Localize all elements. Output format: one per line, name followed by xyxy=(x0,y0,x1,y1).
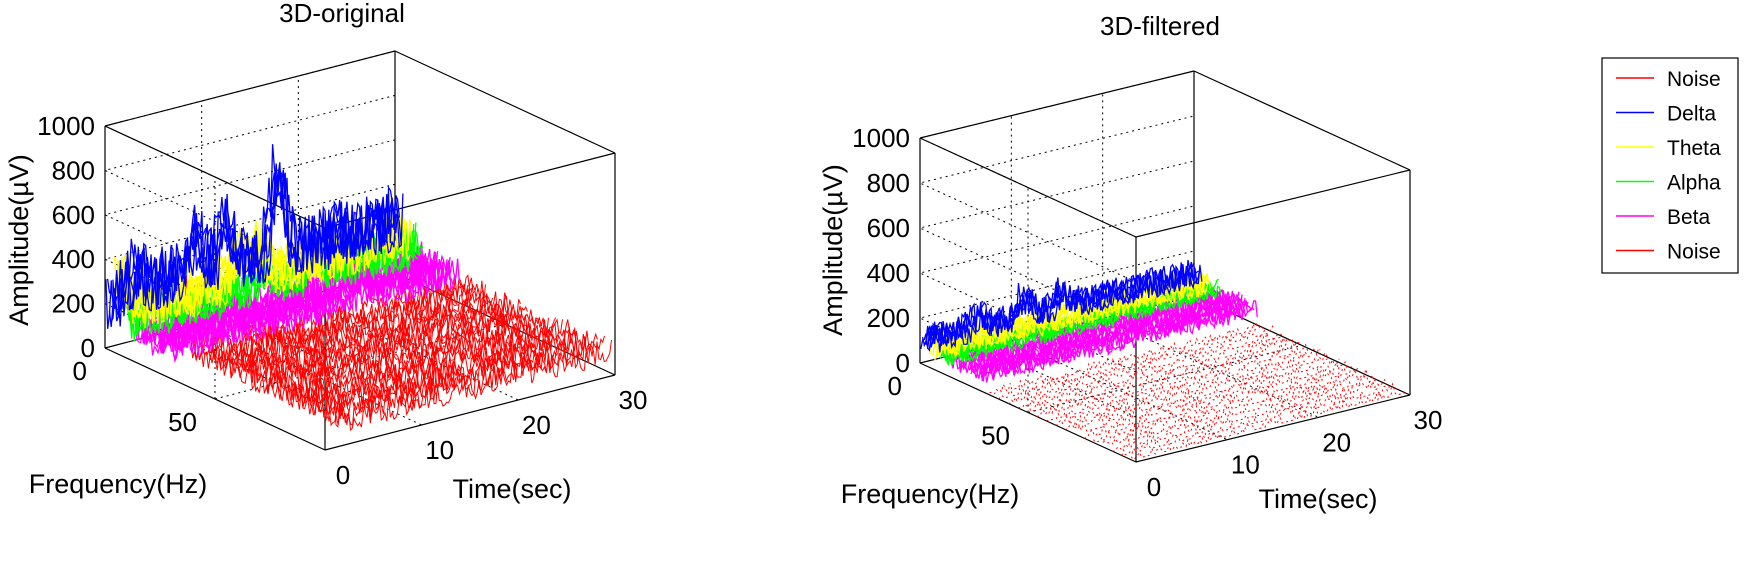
y-tick-label: 0 xyxy=(73,356,87,386)
x-axis-label: Time(sec) xyxy=(1259,484,1378,514)
legend-label: Noise xyxy=(1667,241,1721,264)
x-tick-label: 0 xyxy=(336,460,350,490)
z-tick-label: 600 xyxy=(52,200,95,230)
z-tick-label: 400 xyxy=(52,244,95,274)
z-gridline xyxy=(918,70,1195,238)
series-line-noise xyxy=(989,322,1264,395)
series-line-noise xyxy=(265,314,556,406)
box-edge xyxy=(324,374,616,451)
box-edge xyxy=(1135,394,1411,463)
x-tick-label: 0 xyxy=(1147,472,1161,502)
x-tick-label: 20 xyxy=(522,410,551,440)
series-line-noise xyxy=(1093,367,1368,443)
series-line-noise xyxy=(258,316,549,402)
z-tick-label: 0 xyxy=(81,333,95,363)
grid xyxy=(918,70,1319,441)
plot-filtered: 0 200 400 600 800 1000 0 50 0 10 20 30 3D-filtered Am… xyxy=(818,11,1442,514)
series-group xyxy=(105,144,612,432)
legend-label: Alpha xyxy=(1667,172,1721,195)
series-line-noise xyxy=(1112,378,1387,452)
series-line-delta xyxy=(927,262,1203,353)
chart-title: 3D-filtered xyxy=(1100,11,1220,41)
tick-labels: 0 200 400 600 800 1000 0 50 0 10 20 30 xyxy=(852,123,1442,502)
axes-box xyxy=(919,70,1411,463)
series-line-noise xyxy=(1017,336,1293,409)
y-axis-label: Frequency(Hz) xyxy=(841,479,1020,509)
series-line-delta xyxy=(920,261,1196,352)
z-tick-label: 200 xyxy=(52,289,95,319)
series-line-beta xyxy=(982,300,1258,383)
t-floor-gridline xyxy=(1102,317,1319,418)
z-axis-label: Amplitude(µV) xyxy=(4,154,34,326)
series-line-noise xyxy=(1064,358,1340,430)
z-tick-label: 200 xyxy=(867,303,910,333)
series-line-noise xyxy=(195,280,486,371)
box-edge xyxy=(919,362,1137,463)
box-edge xyxy=(919,70,1195,139)
y-tick-label: 0 xyxy=(888,371,902,401)
series-delta xyxy=(920,259,1203,353)
series-line-noise xyxy=(1102,372,1378,446)
t-floor-gridline xyxy=(1011,340,1228,441)
series-line-noise xyxy=(1055,351,1330,426)
chart-title: 3D-original xyxy=(279,0,405,28)
y-axis-label: Frequency(Hz) xyxy=(29,469,208,499)
series-line-noise xyxy=(1130,392,1406,460)
series-line-noise xyxy=(307,332,598,427)
series-line-noise xyxy=(223,295,514,384)
x-tick-label: 20 xyxy=(1322,427,1351,457)
legend-label: Noise xyxy=(1667,68,1721,91)
x-tick-label: 30 xyxy=(1414,405,1443,435)
z-tick-label: 1000 xyxy=(852,123,910,153)
box-edge xyxy=(104,50,396,127)
box-edge xyxy=(394,50,616,154)
z-axis-label: Amplitude(µV) xyxy=(818,164,848,336)
tick-labels: 0 200 400 600 800 1000 0 50 0 10 20 30 xyxy=(37,111,647,490)
legend-label: Beta xyxy=(1667,206,1711,229)
z-tick-label: 1000 xyxy=(37,111,95,141)
series-line-noise xyxy=(1008,331,1283,404)
series-noise xyxy=(174,271,612,432)
z-tick-label: 400 xyxy=(867,258,910,288)
series-line-delta xyxy=(105,144,397,329)
y-tick-label: 50 xyxy=(981,421,1010,451)
legend-label: Delta xyxy=(1667,103,1716,126)
x-tick-label: 30 xyxy=(619,385,648,415)
f-floor-gridline xyxy=(1027,345,1303,413)
box-edge xyxy=(1135,169,1411,238)
z-gridline xyxy=(918,250,1195,418)
legend-box xyxy=(1601,57,1739,274)
plot-original: 0 200 400 600 800 1000 0 50 0 10 20 30 3D-original Am… xyxy=(4,0,647,504)
series-line-noise xyxy=(1121,382,1397,456)
box-edge xyxy=(1193,70,1411,171)
series-line-noise xyxy=(1036,343,1311,417)
series-delta xyxy=(105,144,404,329)
series-line-noise xyxy=(1027,338,1302,413)
z-tick-label: 800 xyxy=(867,168,910,198)
x-tick-label: 10 xyxy=(425,435,454,465)
box-edge xyxy=(104,347,326,451)
x-tick-label: 10 xyxy=(1231,450,1260,480)
z-gridline xyxy=(103,50,396,229)
x-axis-label: Time(sec) xyxy=(453,474,572,504)
legend: Noise Delta Theta Alpha Beta Noise xyxy=(1601,57,1739,274)
legend-label: Theta xyxy=(1667,137,1721,160)
series-group xyxy=(920,259,1406,460)
box-edge xyxy=(919,137,1137,238)
series-noise xyxy=(989,322,1406,460)
series-line-noise xyxy=(998,325,1274,400)
z-gridline xyxy=(918,115,1195,283)
z-tick-label: 800 xyxy=(52,155,95,185)
z-tick-label: 0 xyxy=(896,348,910,378)
z-tick-label: 600 xyxy=(867,213,910,243)
y-tick-label: 50 xyxy=(168,407,197,437)
